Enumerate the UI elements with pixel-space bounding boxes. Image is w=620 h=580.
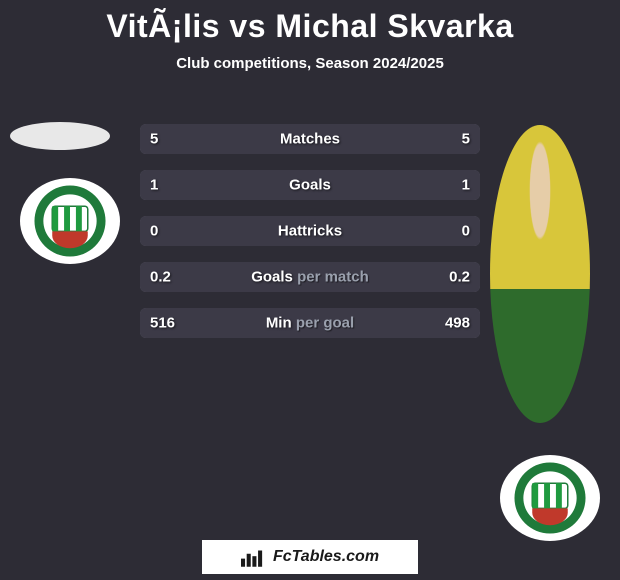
stat-value-left: 5 — [150, 131, 158, 148]
stat-row: 00Hattricks — [140, 216, 480, 246]
footer-text: FcTables.com — [273, 548, 379, 566]
page-subtitle: Club competitions, Season 2024/2025 — [0, 55, 620, 72]
stat-value-right: 498 — [445, 315, 470, 332]
stat-value-left: 516 — [150, 315, 175, 332]
stat-value-right: 0 — [462, 223, 470, 240]
player-left-photo — [10, 122, 110, 150]
stat-fill-left — [140, 170, 310, 200]
stat-value-right: 0.2 — [449, 269, 470, 286]
stat-value-left: 0 — [150, 223, 158, 240]
stat-fill-right — [310, 216, 480, 246]
club-crest-icon — [513, 461, 587, 535]
stat-fill-left — [140, 216, 310, 246]
stat-fill-left — [140, 124, 310, 154]
stat-value-left: 1 — [150, 177, 158, 194]
club-badge-left — [20, 178, 120, 264]
stat-row: 11Goals — [140, 170, 480, 200]
stat-value-right: 5 — [462, 131, 470, 148]
stats-table: 55Matches11Goals00Hattricks0.20.2Goals p… — [140, 124, 480, 338]
stat-row: 55Matches — [140, 124, 480, 154]
club-crest-icon — [33, 184, 107, 258]
stat-row: 0.20.2Goals per match — [140, 262, 480, 292]
footer-branding: FcTables.com — [202, 540, 418, 574]
stat-fill-right — [310, 124, 480, 154]
page-title: VitÃ¡lis vs Michal Skvarka — [0, 0, 620, 45]
stat-fill-right — [310, 170, 480, 200]
player-right-photo — [490, 125, 590, 423]
stat-value-left: 0.2 — [150, 269, 171, 286]
stat-row: 516498Min per goal — [140, 308, 480, 338]
club-badge-right — [500, 455, 600, 541]
stat-value-right: 1 — [462, 177, 470, 194]
bars-icon — [241, 547, 267, 567]
